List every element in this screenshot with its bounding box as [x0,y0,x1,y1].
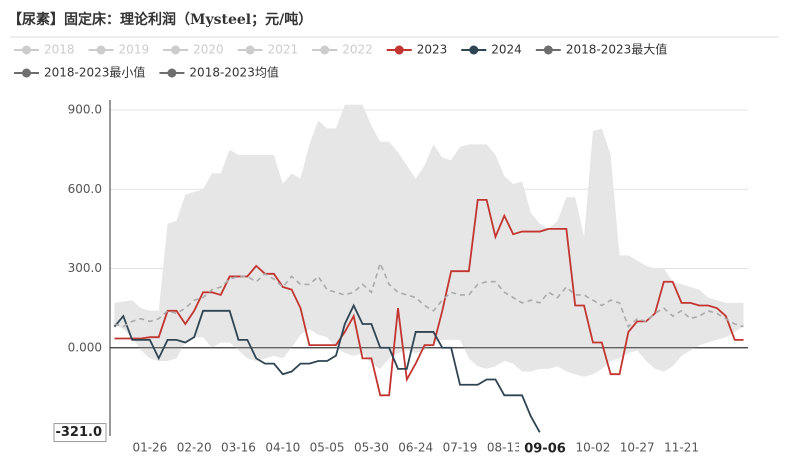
pointer-y-box [53,423,107,443]
legend-label: 2020 [193,43,224,57]
series-line [114,198,744,397]
pointer-x-label: 09-06 [524,442,566,457]
legend-label: 2018 [44,43,75,57]
x-tick-label: 07-19 [443,441,478,455]
legend-label: 2019 [119,43,150,57]
legend-label: 2021 [268,43,299,57]
legend-item: 2024 [461,43,522,57]
x-tick-label: 10-27 [620,441,655,455]
x-tick-label: 08-13 [487,441,522,455]
series-line [114,260,744,329]
legend-icon-dot [320,45,330,55]
legend-item: 2018-2023最大值 [535,42,667,57]
legend-item: 2018-2023最小值 [14,65,145,80]
legend-icon-dot [394,45,404,55]
x-tick-label: 06-24 [398,441,433,455]
legend-item: 2019 [88,43,150,57]
pointer-y-label: -321.0 [55,425,102,440]
legend-label: 2024 [491,43,522,57]
legend-label: 2022 [342,43,373,57]
x-tick-label: 03-16 [221,441,256,455]
x-tick-label: 05-30 [354,441,389,455]
range-area [114,104,744,377]
legend-item: 2023 [386,43,448,57]
y-tick-label: 900.0 [68,103,102,117]
x-tick-label: 05-05 [310,441,345,455]
x-tick-label: 10-02 [575,441,610,455]
x-tick-label: 04-10 [265,441,300,455]
plot-area: 紫金天风期货0.000300.0600.0900.001-2602-2003-1… [53,100,748,460]
legend: 2018 2019 2020 2021 2022 2023 2024 2018-2023最大值… [14,42,667,80]
legend-label: 2018-2023最小值 [44,65,145,80]
series-line [113,303,541,433]
chart-title: 【尿素】固定床：理论利润（Mysteel；元/吨） [8,11,312,28]
pointer-x-box [519,438,571,460]
legend-item: 2022 [312,43,373,57]
legend-icon-dot [167,68,177,78]
legend-icon-dot [96,45,106,55]
y-tick-label: 300.0 [68,261,102,275]
legend-item: 2018-2023均值 [159,65,279,80]
legend-icon-dot [171,45,181,55]
legend-icon-dot [22,45,31,55]
x-tick-label: 11-21 [664,441,699,455]
legend-label: 2023 [417,43,448,57]
legend-label: 2018-2023最大值 [566,42,667,57]
legend-icon-dot [543,45,553,55]
legend-item: 2020 [163,43,224,57]
legend-item: 2021 [237,43,299,57]
x-tick-label: 02-20 [177,441,212,455]
legend-item: 2018 [14,43,75,57]
legend-icon-dot [245,45,255,55]
y-tick-label: 600.0 [68,182,102,196]
legend-label: 2018-2023均值 [189,65,278,80]
x-tick-label: 01-26 [132,441,167,455]
y-tick-label: 0.000 [68,340,102,354]
legend-icon-dot [469,45,479,55]
legend-icon-dot [22,68,31,78]
